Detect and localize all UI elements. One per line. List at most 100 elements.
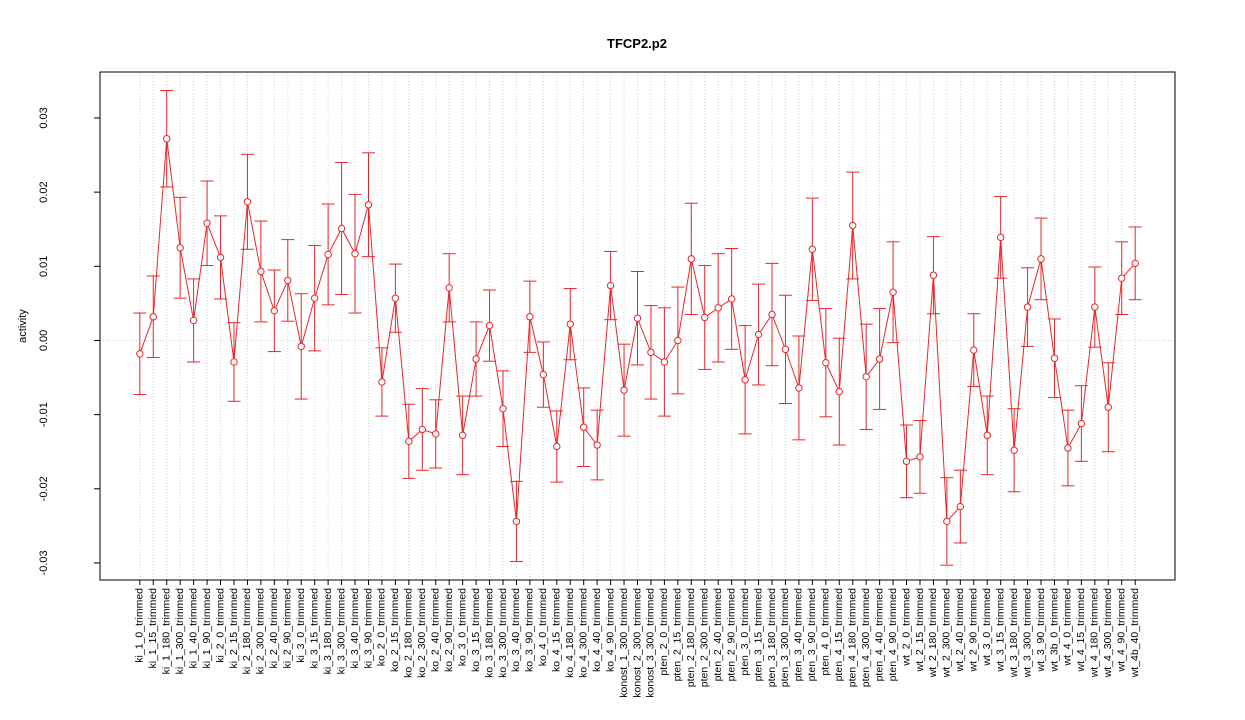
x-tick-label: ko_4_300_trimmed bbox=[577, 588, 589, 678]
point bbox=[324, 250, 332, 259]
x-tick-label: ki_2_15_trimmed bbox=[228, 588, 240, 669]
chart-title: TFCP2.p2 bbox=[607, 36, 667, 51]
point bbox=[310, 294, 319, 302]
point bbox=[889, 288, 897, 296]
point bbox=[593, 441, 601, 449]
x-tick-label: ki_1_0_trimmed bbox=[134, 588, 146, 663]
x-tick-label: ko_3_180_trimmed bbox=[483, 588, 495, 678]
point bbox=[512, 517, 521, 526]
x-tick-label: wt_4_15_trimmed bbox=[1075, 588, 1087, 673]
x-tick-label: ko_2_15_trimmed bbox=[389, 588, 401, 672]
x-tick-label: ko_3_15_trimmed bbox=[470, 588, 482, 672]
x-tick-label: ko_4_90_trimmed bbox=[604, 588, 616, 672]
point bbox=[875, 355, 884, 363]
x-tick-label: ki_1_40_trimmed bbox=[187, 588, 199, 669]
x-tick-label: ki_2_300_trimmed bbox=[255, 588, 267, 675]
x-tick-label: ki_1_180_trimmed bbox=[160, 588, 172, 675]
point bbox=[1118, 274, 1126, 282]
point bbox=[633, 314, 642, 322]
x-tick-label: wt_4_90_trimmed bbox=[1116, 588, 1128, 673]
point bbox=[1037, 255, 1045, 263]
point bbox=[647, 348, 655, 357]
point bbox=[781, 345, 790, 354]
y-tick-label: -0.03 bbox=[38, 550, 50, 575]
x-tick-label: konost_1_300_trimmed bbox=[618, 588, 630, 698]
x-tick-label: ko_4_180_trimmed bbox=[564, 588, 576, 678]
y-tick-label: -0.02 bbox=[38, 476, 50, 501]
x-tick-label: wt_2_0_trimmed bbox=[900, 588, 912, 667]
x-tick-label: ko_2_40_trimmed bbox=[430, 588, 442, 672]
point bbox=[929, 271, 938, 279]
x-tick-label: pten_4_90_trimmed bbox=[887, 588, 899, 682]
x-tick-label: wt_4_0_trimmed bbox=[1062, 588, 1074, 667]
point bbox=[364, 201, 373, 209]
x-tick-label: ki_3_40_trimmed bbox=[349, 588, 361, 669]
x-tick-label: wt_3_0_trimmed bbox=[981, 588, 993, 667]
point bbox=[270, 307, 279, 315]
x-tick-label: wt_2_300_trimmed bbox=[941, 588, 953, 678]
x-tick-label: pten_2_90_trimmed bbox=[725, 588, 737, 682]
point bbox=[1050, 354, 1059, 362]
point bbox=[391, 294, 400, 302]
x-tick-label: wt_2_180_trimmed bbox=[927, 588, 939, 678]
x-tick-label: pten_2_300_trimmed bbox=[699, 588, 711, 687]
x-tick-label: ko_3_40_trimmed bbox=[510, 588, 522, 672]
point bbox=[1023, 303, 1032, 311]
point bbox=[351, 249, 359, 258]
point bbox=[539, 370, 548, 379]
x-tick-label: pten_4_0_trimmed bbox=[820, 588, 832, 676]
x-tick-label: pten_3_40_trimmed bbox=[793, 588, 805, 682]
point bbox=[956, 502, 965, 511]
x-tick-label: ki_1_300_trimmed bbox=[174, 588, 186, 675]
x-tick-label: ki_1_90_trimmed bbox=[201, 588, 213, 669]
point bbox=[216, 253, 225, 262]
y-tick-label: 0.02 bbox=[38, 181, 50, 202]
point bbox=[203, 219, 211, 227]
point bbox=[297, 342, 305, 351]
point bbox=[822, 359, 830, 367]
plot-frame bbox=[99, 71, 1176, 581]
x-tick-label: wt_4_180_trimmed bbox=[1089, 588, 1101, 678]
x-tick-label: wt_2_90_trimmed bbox=[968, 588, 980, 673]
x-tick-label: ki_3_300_trimmed bbox=[335, 588, 347, 675]
x-tick-label: ko_2_180_trimmed bbox=[403, 588, 415, 678]
x-tick-label: pten_4_300_trimmed bbox=[860, 588, 872, 687]
x-tick-label: ki_3_180_trimmed bbox=[322, 588, 334, 675]
x-tick-label: ko_3_90_trimmed bbox=[524, 588, 536, 672]
x-tick-label: ko_2_300_trimmed bbox=[416, 588, 428, 678]
point bbox=[754, 330, 763, 339]
point bbox=[189, 316, 198, 325]
x-tick-label: pten_2_15_trimmed bbox=[672, 588, 684, 682]
x-tick-label: pten_4_40_trimmed bbox=[873, 588, 885, 682]
x-tick-label: wt_3b_0_trimmed bbox=[1048, 588, 1060, 673]
y-tick-label: 0.01 bbox=[38, 256, 50, 277]
point bbox=[606, 281, 615, 290]
point bbox=[835, 387, 843, 396]
x-tick-label: wt_3_300_trimmed bbox=[1021, 588, 1033, 678]
x-tick-label: pten_3_300_trimmed bbox=[779, 588, 791, 687]
point bbox=[1091, 303, 1099, 311]
point bbox=[472, 355, 480, 363]
point bbox=[579, 423, 588, 431]
point bbox=[566, 320, 574, 328]
point bbox=[499, 404, 507, 413]
x-tick-label: wt_4_300_trimmed bbox=[1102, 588, 1114, 678]
x-tick-label: wt_3_15_trimmed bbox=[994, 588, 1006, 673]
point bbox=[418, 425, 426, 434]
x-tick-label: pten_3_0_trimmed bbox=[739, 588, 751, 676]
x-tick-label: pten_2_40_trimmed bbox=[712, 588, 724, 682]
point bbox=[243, 198, 252, 206]
point bbox=[337, 224, 346, 233]
point bbox=[1010, 446, 1018, 454]
x-tick-label: ko_2_90_trimmed bbox=[443, 588, 455, 672]
x-tick-label: ki_3_15_trimmed bbox=[308, 588, 320, 669]
point bbox=[176, 244, 184, 252]
point bbox=[257, 267, 265, 276]
point bbox=[768, 310, 776, 319]
point bbox=[1077, 419, 1086, 428]
x-tick-label: pten_3_15_trimmed bbox=[752, 588, 764, 682]
point bbox=[1104, 403, 1112, 411]
x-tick-label: ki_1_15_trimmed bbox=[147, 588, 159, 669]
point bbox=[405, 437, 413, 446]
